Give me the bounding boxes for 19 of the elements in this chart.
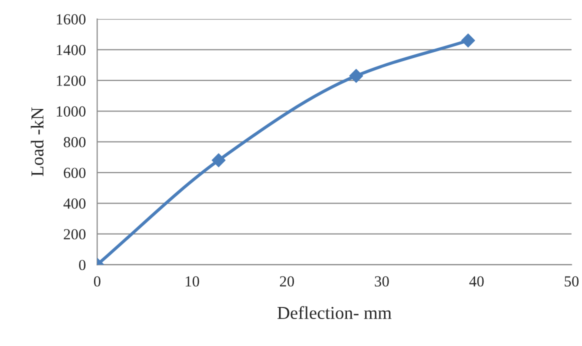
y-tick-label: 200	[64, 229, 86, 240]
x-tick-label: 40	[469, 276, 484, 287]
y-tick-label: 1600	[56, 14, 86, 24]
x-tick-label: 50	[564, 276, 579, 287]
x-axis-title: Deflection- mm	[277, 306, 392, 320]
x-tick-label: 20	[280, 276, 294, 287]
y-axis-title: Load -kN	[30, 107, 44, 176]
y-tick-label: 1200	[56, 76, 86, 86]
y-tick-label: 0	[79, 260, 86, 270]
x-tick-label: 0	[94, 276, 100, 287]
x-tick-label: 10	[186, 276, 200, 287]
y-tick-label: 800	[64, 137, 86, 148]
point	[461, 34, 476, 48]
y-tick-label: 600	[64, 168, 86, 178]
point	[349, 68, 364, 83]
y-tick-label: 1400	[56, 44, 86, 56]
x-tick-label: 30	[374, 276, 389, 287]
y-tick-label: 1000	[56, 106, 86, 117]
y-tick-label: 400	[63, 198, 86, 209]
